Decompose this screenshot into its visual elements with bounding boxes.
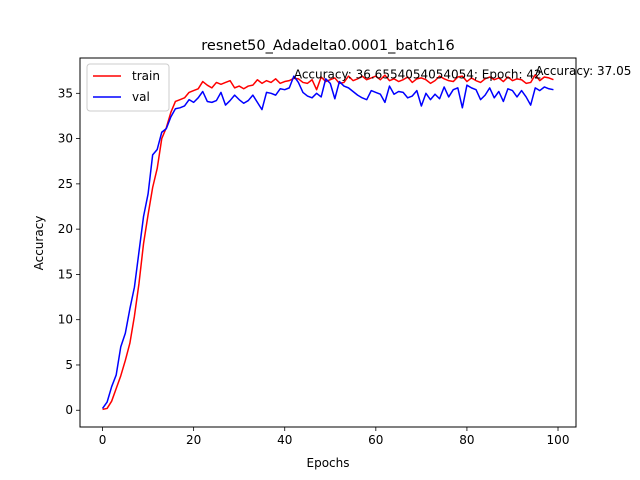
y-tick-label: 0 [65, 403, 73, 417]
series-layer [101, 74, 554, 411]
y-tick-label: 10 [58, 313, 73, 327]
annotation-layer: Accuracy: 36.6554054054054; Epoch: 42Acc… [294, 64, 632, 82]
legend-label-val: val [132, 90, 150, 104]
chart-title: resnet50_Adadelta0.0001_batch16 [201, 38, 454, 54]
annotation-label: Accuracy: 36.6554054054054; Epoch: 42 [294, 67, 542, 81]
x-tick-label: 100 [547, 433, 570, 447]
x-tick-label: 0 [99, 433, 107, 447]
y-tick-label: 35 [58, 86, 73, 100]
y-tick-label: 15 [58, 267, 73, 281]
y-axis-label: Accuracy [32, 216, 46, 271]
plot-frame [79, 57, 577, 428]
y-tick-label: 25 [58, 177, 73, 191]
annotation-label: Accuracy: 37.05 [535, 64, 631, 78]
x-tick-label: 40 [277, 433, 292, 447]
series-line-val [101, 75, 554, 409]
x-axis-label: Epochs [307, 456, 350, 470]
legend-label-train: train [132, 69, 160, 83]
y-tick-label: 5 [65, 358, 73, 372]
tick-layer: 0 20 40 60 80 100 0 5 10 15 20 25 30 35 [58, 86, 570, 447]
x-tick-label: 80 [459, 433, 474, 447]
x-tick-label: 20 [186, 433, 201, 447]
y-tick-label: 20 [58, 222, 73, 236]
x-tick-label: 60 [368, 433, 383, 447]
y-tick-label: 30 [58, 132, 73, 146]
legend: train val [86, 63, 170, 112]
